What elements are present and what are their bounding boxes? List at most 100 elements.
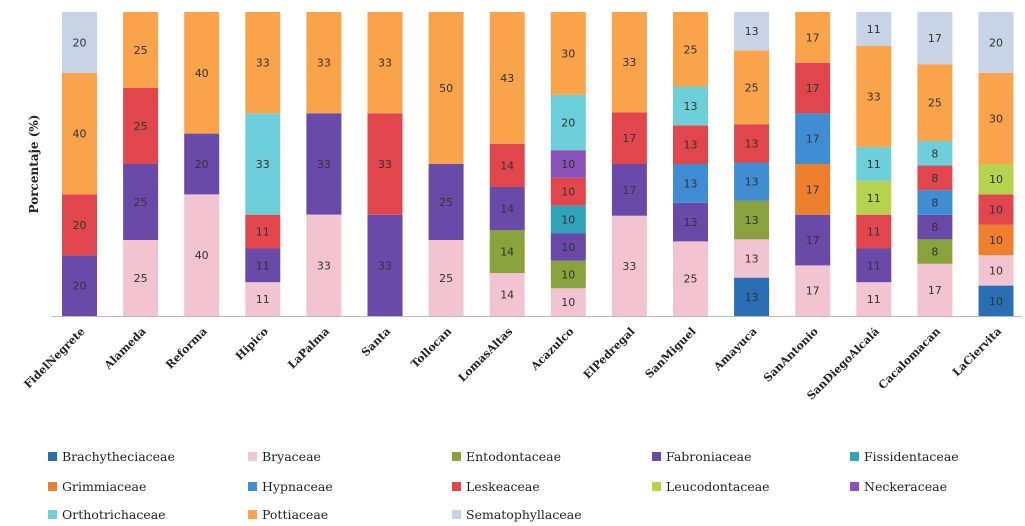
legend-swatch — [48, 510, 57, 519]
data-label: 33 — [317, 158, 331, 171]
data-label: 13 — [684, 177, 698, 190]
legend-item-leucodontaceae: Leucodontaceae — [652, 479, 770, 494]
data-label: 25 — [134, 272, 148, 285]
legend-label: Fabroniaceae — [666, 449, 752, 464]
data-label: 14 — [500, 160, 514, 173]
bar-stack-amayuca: 13 13 13 13 13 25 13 — [734, 12, 770, 316]
legend-swatch — [652, 452, 661, 461]
legend-item-leskeaceae: Leskeaceae — [452, 479, 540, 494]
legend-item-grimmiaceae: Grimmiaceae — [48, 479, 146, 494]
bar-segment-amayuca-sematophyllaceae — [734, 12, 770, 51]
legend-swatch — [452, 482, 461, 491]
data-label: 10 — [989, 234, 1003, 247]
bar-segment-sandiegoalcal--pottiaceae — [856, 45, 892, 148]
data-label: 25 — [928, 97, 942, 110]
bar-segment-sanantonio-fabroniaceae — [795, 214, 831, 266]
legend-label: Leucodontaceae — [666, 479, 770, 494]
data-label: 11 — [256, 293, 270, 306]
bar-segment-amayuca-leskeaceae — [734, 124, 770, 163]
bar-segment-cacalomacan-fabroniaceae — [917, 214, 953, 240]
bar-segment-laciervita-pottiaceae — [978, 72, 1014, 164]
data-label: 33 — [317, 259, 331, 272]
bar-segment-amayuca-pottiaceae — [734, 50, 770, 125]
bar-segment-sandiegoalcal--orthotrichaceae — [856, 147, 892, 181]
data-label: 20 — [73, 219, 87, 232]
bar-segment-sanmiguel-leskeaceae — [673, 125, 708, 164]
data-label: 17 — [622, 132, 636, 145]
x-tick-label-elpedregal: ElPedregal — [581, 325, 638, 382]
data-label: 10 — [989, 204, 1003, 217]
data-label: 33 — [867, 90, 881, 103]
legend-label: Leskeaceae — [466, 479, 540, 494]
bar-segment-elpedregal-pottiaceae — [611, 12, 647, 113]
bar-segment-lapalma-fabroniaceae — [306, 113, 342, 215]
legend-label: Pottiaceae — [262, 507, 328, 522]
bar-stack-alameda: 25 25 25 25 — [123, 12, 159, 316]
data-label: 17 — [806, 183, 820, 196]
data-label: 33 — [317, 57, 331, 70]
data-label: 10 — [989, 295, 1003, 308]
bar-segment-lapalma-pottiaceae — [306, 12, 342, 114]
legend-swatch — [850, 482, 859, 491]
y-axis-title: Porcentaje (%) — [27, 115, 41, 214]
bar-segment-acazulco-neckeraceae — [550, 150, 586, 178]
data-label: 25 — [684, 273, 698, 286]
bar-segment-sanmiguel-orthotrichaceae — [673, 86, 708, 126]
bar-segment-sanantonio-leskeaceae — [795, 62, 831, 114]
bar-segment-santa-fabroniaceae — [367, 214, 403, 316]
legend-label: Hypnaceae — [262, 479, 333, 494]
data-label: 17 — [928, 284, 942, 297]
data-label: 20 — [989, 36, 1003, 49]
legend-label: Fissidentaceae — [864, 449, 959, 464]
data-label: 17 — [806, 285, 820, 298]
bar-segment-sanantonio-bryaceae — [795, 265, 831, 316]
bar-segment-sandiegoalcal--sematophyllaceae — [856, 12, 892, 46]
legend-item-pottiaceae: Pottiaceae — [248, 507, 328, 522]
data-label: 10 — [989, 173, 1003, 186]
data-label: 25 — [134, 120, 148, 133]
bar-segment-sanantonio-grimmiaceae — [795, 164, 831, 215]
data-label: 10 — [561, 213, 575, 226]
x-tick-label-cacalomacan: Cacalomacan — [876, 325, 943, 392]
legend-label: Orthotrichaceae — [62, 507, 166, 522]
legend-swatch — [850, 452, 859, 461]
bar-segment-laciervita-sematophyllaceae — [978, 12, 1014, 73]
data-label: 10 — [561, 241, 575, 254]
bar-segment-lomasaltas-bryaceae — [489, 273, 525, 316]
data-label: 14 — [500, 203, 514, 216]
data-label: 8 — [931, 172, 938, 185]
bar-segment-sanantonio-hypnaceae — [795, 113, 831, 164]
x-tick-label-lapalma: LaPalma — [285, 325, 332, 372]
legend-swatch — [48, 452, 57, 461]
x-tick-label-hipico: Hipico — [233, 325, 271, 363]
bar-segment-acazulco-entodontaceae — [550, 260, 586, 289]
data-label: 11 — [867, 23, 881, 36]
data-label: 11 — [867, 226, 881, 239]
data-label: 40 — [195, 67, 209, 80]
bar-segment-cacalomacan-sematophyllaceae — [917, 12, 953, 65]
bar-segment-sandiegoalcal--fabroniaceae — [856, 248, 892, 283]
bar-segment-lapalma-bryaceae — [306, 214, 342, 316]
data-label: 25 — [134, 44, 148, 57]
x-tick-label-sanmiguel: SanMiguel — [643, 325, 699, 381]
x-tick-label-tollocan: Tollocan — [408, 325, 454, 371]
bar-segment-sanmiguel-bryaceae — [673, 241, 708, 316]
data-label: 11 — [256, 226, 270, 239]
bar-segment-cacalomacan-leskeaceae — [917, 165, 953, 191]
x-tick-label-fidelnegrete: FidelNegrete — [22, 325, 88, 391]
bar-segment-cacalomacan-orthotrichaceae — [917, 141, 953, 166]
data-label: 11 — [867, 158, 881, 171]
data-label: 40 — [195, 249, 209, 262]
data-label: 25 — [684, 43, 698, 56]
bar-segment-amayuca-hypnaceae — [734, 162, 770, 201]
legend-swatch — [248, 452, 257, 461]
bar-segment-lomasaltas-pottiaceae — [489, 12, 525, 144]
bar-stack-sanmiguel: 25 13 13 13 13 25 — [673, 12, 708, 316]
bar-segment-santa-leskeaceae — [367, 113, 403, 215]
bar-segment-santa-pottiaceae — [367, 12, 403, 114]
x-tick-label-santa: Santa — [359, 325, 393, 359]
data-label: 13 — [684, 139, 698, 152]
bar-segment-elpedregal-fabroniaceae — [611, 164, 647, 216]
bar-segment-laciervita-brachytheciaceae — [978, 285, 1014, 316]
data-label: 33 — [378, 259, 392, 272]
